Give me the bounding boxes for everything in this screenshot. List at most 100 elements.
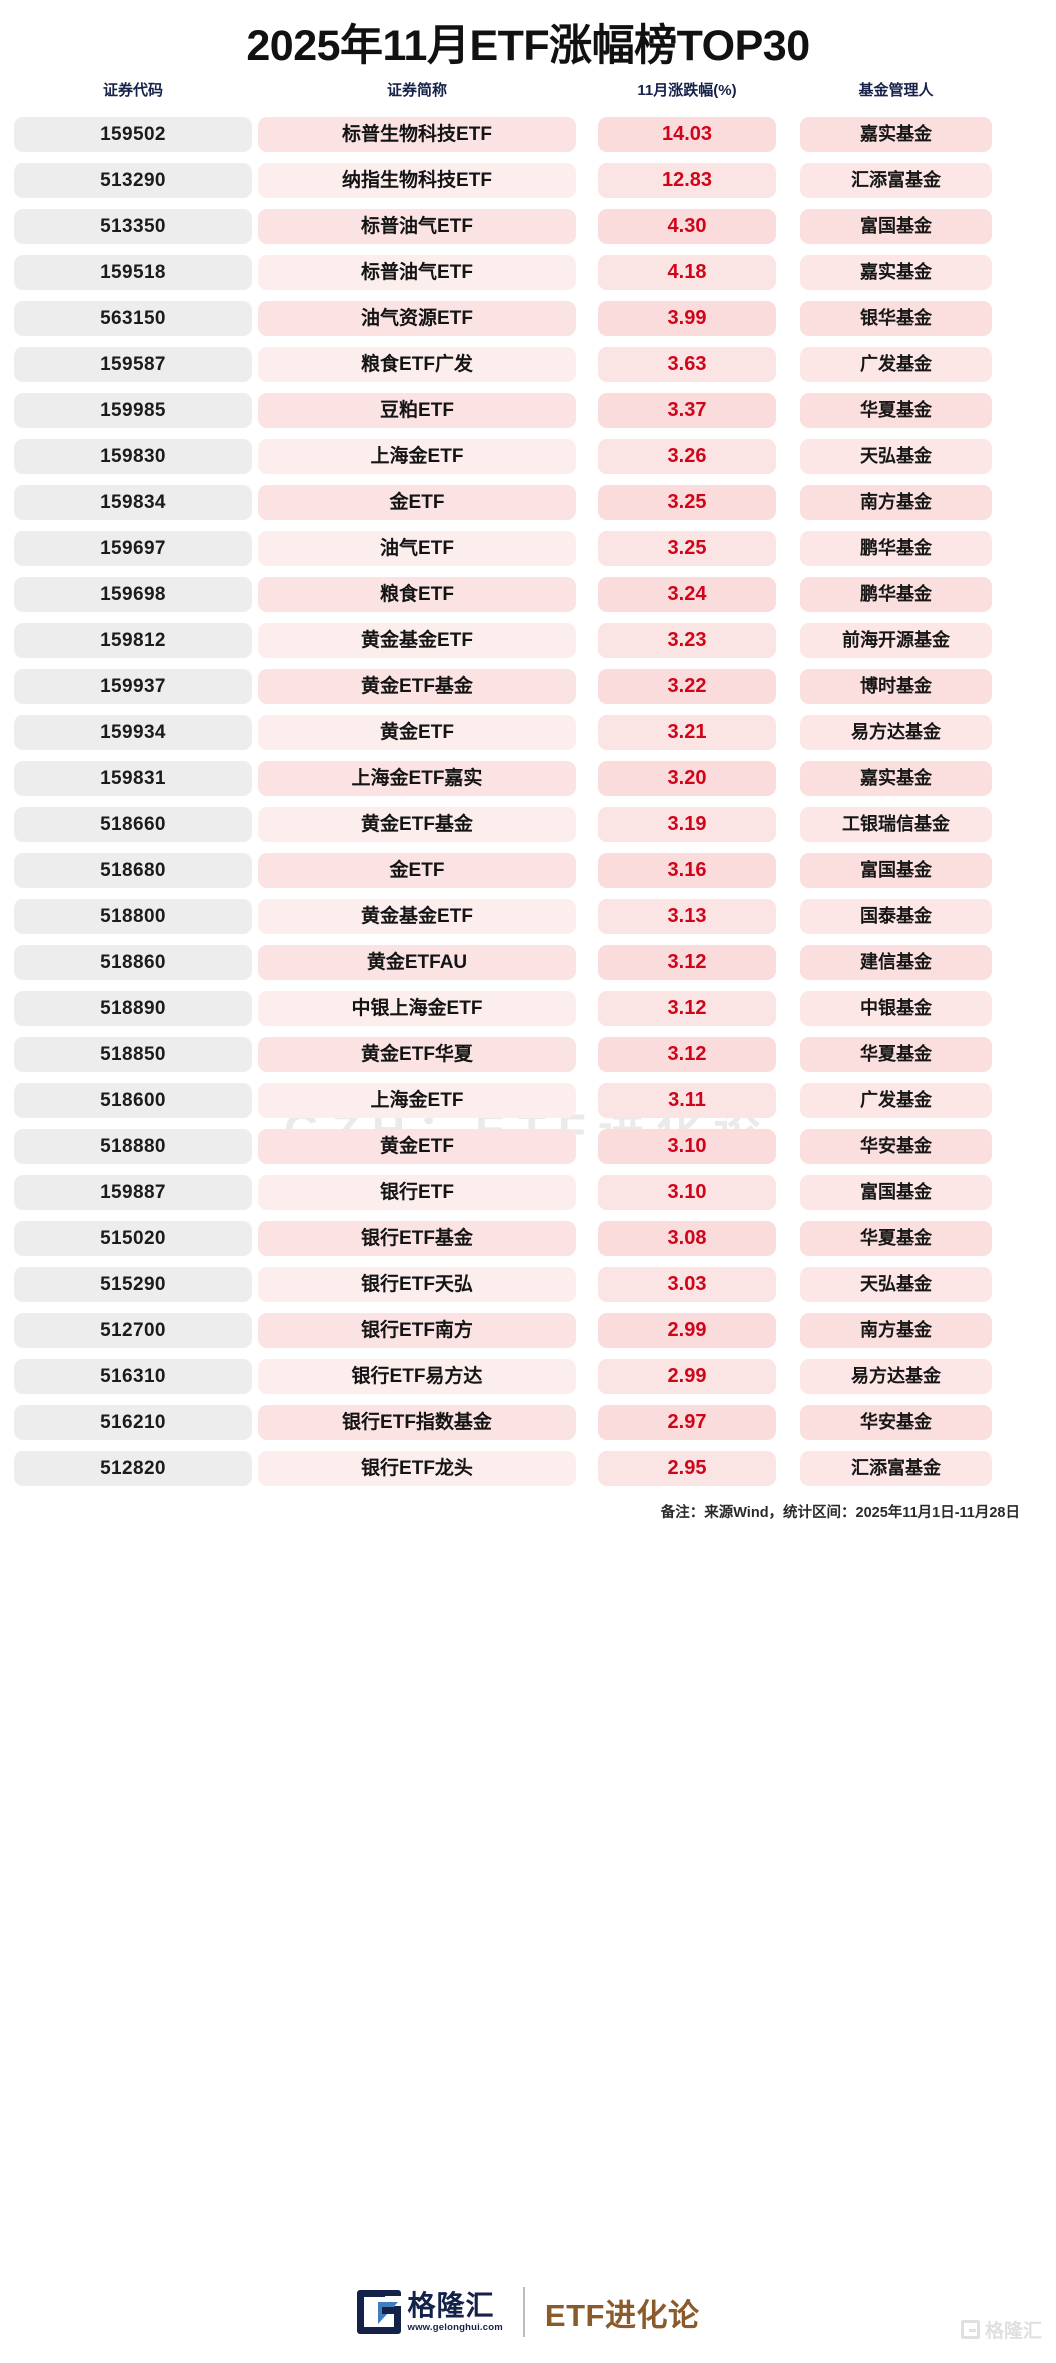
table-row: 159698 粮食ETF 3.24 鹏华基金 (14, 571, 1042, 617)
table-row: 159831 上海金ETF嘉实 3.20 嘉实基金 (14, 755, 1042, 801)
cell-security-code: 159698 (14, 576, 252, 612)
table-row: 518850 黄金ETF华夏 3.12 华夏基金 (14, 1031, 1042, 1077)
cell-fund-manager: 银华基金 (800, 300, 992, 336)
cell-monthly-change: 3.12 (598, 1036, 776, 1072)
cell-security-code: 159887 (14, 1174, 252, 1210)
cell-security-name: 豆粕ETF (258, 392, 576, 428)
cell-security-name: 银行ETF易方达 (258, 1358, 576, 1394)
table-footnote: 备注：来源Wind，统计区间：2025年11月1日-11月28日 (660, 1505, 1020, 1521)
cell-monthly-change: 3.19 (598, 806, 776, 842)
table-row: 159518 标普油气ETF 4.18 嘉实基金 (14, 249, 1042, 295)
column-header-code: 证券代码 (102, 82, 163, 99)
cell-security-code: 159502 (14, 116, 252, 152)
cell-fund-manager: 广发基金 (800, 1082, 992, 1118)
cell-security-code: 512700 (14, 1312, 252, 1348)
gelonghui-logo-text: 格隆汇 www.gelonghui.com (408, 2291, 503, 2333)
cell-fund-manager: 富国基金 (800, 208, 992, 244)
table-header-row: 证券代码 证券简称 11月涨跌幅(%) 基金管理人 (14, 74, 1042, 108)
column-header-manager: 基金管理人 (858, 82, 934, 99)
logo-divider (522, 2287, 525, 2337)
table-row: 159887 银行ETF 3.10 富国基金 (14, 1169, 1042, 1215)
cell-monthly-change: 4.18 (598, 254, 776, 290)
cell-security-name: 黄金ETF (258, 1128, 576, 1164)
cell-security-code: 515020 (14, 1220, 252, 1256)
table-row: 515290 银行ETF天弘 3.03 天弘基金 (14, 1261, 1042, 1307)
cell-monthly-change: 3.16 (598, 852, 776, 888)
gelonghui-logo: 格隆汇 www.gelonghui.com (356, 2290, 503, 2334)
cell-fund-manager: 前海开源基金 (800, 622, 992, 658)
cell-monthly-change: 3.11 (598, 1082, 776, 1118)
table-row: 518680 金ETF 3.16 富国基金 (14, 847, 1042, 893)
table-row: 159502 标普生物科技ETF 14.03 嘉实基金 (14, 111, 1042, 157)
cell-fund-manager: 国泰基金 (800, 898, 992, 934)
table-row: 159812 黄金基金ETF 3.23 前海开源基金 (14, 617, 1042, 663)
cell-fund-manager: 南方基金 (800, 1312, 992, 1348)
cell-monthly-change: 14.03 (598, 116, 776, 152)
cell-monthly-change: 3.25 (598, 530, 776, 566)
cell-security-code: 518880 (14, 1128, 252, 1164)
cell-security-code: 516210 (14, 1404, 252, 1440)
cell-fund-manager: 华安基金 (800, 1128, 992, 1164)
cell-security-name: 上海金ETF嘉实 (258, 760, 576, 796)
cell-security-name: 银行ETF基金 (258, 1220, 576, 1256)
cell-security-name: 标普油气ETF (258, 208, 576, 244)
corner-watermark-badge: 格隆汇 (960, 2316, 1042, 2343)
table-row: 563150 油气资源ETF 3.99 银华基金 (14, 295, 1042, 341)
table-row: 159834 金ETF 3.25 南方基金 (14, 479, 1042, 525)
cell-security-code: 159697 (14, 530, 252, 566)
cell-monthly-change: 3.12 (598, 944, 776, 980)
table-row: 512820 银行ETF龙头 2.95 汇添富基金 (14, 1445, 1042, 1491)
cell-security-code: 159518 (14, 254, 252, 290)
cell-security-name: 银行ETF南方 (258, 1312, 576, 1348)
cell-security-code: 518660 (14, 806, 252, 842)
cell-security-name: 黄金ETF基金 (258, 668, 576, 704)
cell-monthly-change: 3.21 (598, 714, 776, 750)
ranking-table: 证券代码 证券简称 11月涨跌幅(%) 基金管理人 159502 标普生物科技ET… (0, 74, 1056, 1522)
cell-security-name: 黄金ETF (258, 714, 576, 750)
cell-fund-manager: 易方达基金 (800, 714, 992, 750)
cell-monthly-change: 3.22 (598, 668, 776, 704)
cell-monthly-change: 3.03 (598, 1266, 776, 1302)
cell-monthly-change: 3.10 (598, 1128, 776, 1164)
table-row: 518600 上海金ETF 3.11 广发基金 (14, 1077, 1042, 1123)
cell-monthly-change: 3.08 (598, 1220, 776, 1256)
cell-security-code: 518860 (14, 944, 252, 980)
cell-monthly-change: 3.24 (598, 576, 776, 612)
table-row: 516210 银行ETF指数基金 2.97 华安基金 (14, 1399, 1042, 1445)
cell-monthly-change: 3.20 (598, 760, 776, 796)
cell-security-name: 黄金ETF基金 (258, 806, 576, 842)
cell-security-name: 银行ETF天弘 (258, 1266, 576, 1302)
corner-brand-label: 格隆汇 (984, 2321, 1042, 2342)
cell-security-name: 金ETF (258, 852, 576, 888)
column-header-change: 11月涨跌幅(%) (637, 82, 737, 99)
cell-monthly-change: 2.99 (598, 1358, 776, 1394)
cell-monthly-change: 3.37 (598, 392, 776, 428)
cell-fund-manager: 华夏基金 (800, 1220, 992, 1256)
corner-g-icon (960, 2320, 980, 2339)
cell-fund-manager: 富国基金 (800, 1174, 992, 1210)
table-row: 159697 油气ETF 3.25 鹏华基金 (14, 525, 1042, 571)
footer-branding: 格隆汇 www.gelonghui.com ETF进化论 (0, 2275, 1056, 2349)
table-row: 159985 豆粕ETF 3.37 华夏基金 (14, 387, 1042, 433)
cell-monthly-change: 3.26 (598, 438, 776, 474)
table-row: 518660 黄金ETF基金 3.19 工银瑞信基金 (14, 801, 1042, 847)
cell-security-name: 上海金ETF (258, 1082, 576, 1118)
table-row: 513290 纳指生物科技ETF 12.83 汇添富基金 (14, 157, 1042, 203)
cell-fund-manager: 建信基金 (800, 944, 992, 980)
cell-security-name: 粮食ETF (258, 576, 576, 612)
table-body: 159502 标普生物科技ETF 14.03 嘉实基金 513290 纳指生物科技ETF 1… (14, 111, 1042, 1491)
cell-fund-manager: 华夏基金 (800, 1036, 992, 1072)
cell-fund-manager: 华安基金 (800, 1404, 992, 1440)
cell-security-code: 516310 (14, 1358, 252, 1394)
page-title: 2025年11月ETF涨幅榜TOP30 (246, 22, 810, 70)
cell-fund-manager: 汇添富基金 (800, 1450, 992, 1486)
cell-security-code: 159831 (14, 760, 252, 796)
cell-security-name: 标普生物科技ETF (258, 116, 576, 152)
brand-secondary-label: ETF进化论 (544, 2297, 700, 2333)
cell-security-name: 银行ETF龙头 (258, 1450, 576, 1486)
cell-fund-manager: 鹏华基金 (800, 576, 992, 612)
table-row: 159937 黄金ETF基金 3.22 博时基金 (14, 663, 1042, 709)
cell-security-name: 黄金基金ETF (258, 898, 576, 934)
cell-security-code: 159834 (14, 484, 252, 520)
cell-fund-manager: 鹏华基金 (800, 530, 992, 566)
